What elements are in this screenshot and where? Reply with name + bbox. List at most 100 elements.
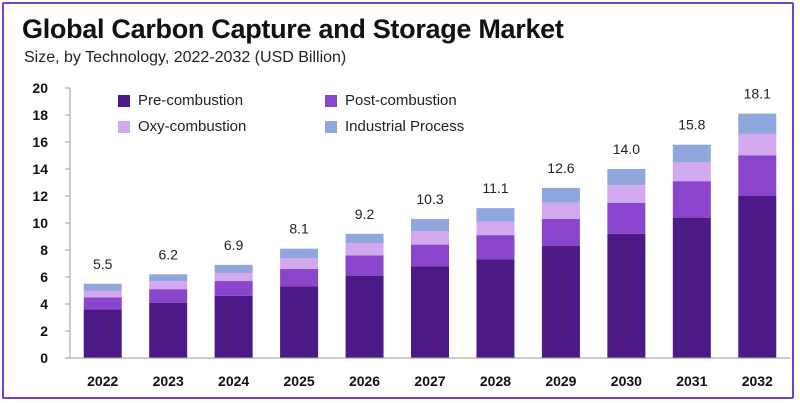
bar-stack-2026 <box>345 233 384 358</box>
chart-title: Global Carbon Capture and Storage Market <box>22 14 564 44</box>
legend-swatch <box>118 120 130 133</box>
bar-segment-oxy-combustion <box>738 133 777 156</box>
bar-segment-industrial-process <box>672 144 711 163</box>
legend-label: Post-combustion <box>345 92 457 109</box>
y-tick-label: 12 <box>32 188 48 204</box>
bar-segment-industrial-process <box>541 187 580 203</box>
bar-segment-industrial-process <box>738 113 777 134</box>
total-label: 6.2 <box>158 246 178 262</box>
y-tick-label: 18 <box>32 107 48 123</box>
total-labels: 5.5 6.2 6.9 8.1 9.2 10.3 11.1 12.6 14.0 15.8 18.1 <box>93 86 771 272</box>
x-tick-label: 2028 <box>480 373 511 389</box>
bar-stack-2022 <box>83 283 122 358</box>
bar-stack-2029 <box>541 187 580 358</box>
chart-frame <box>2 2 794 399</box>
bar-segment-oxy-combustion <box>345 243 384 256</box>
legend-swatch <box>325 94 337 107</box>
y-tick-label: 8 <box>40 242 48 258</box>
total-label: 11.1 <box>482 180 508 196</box>
x-tick-label: 2027 <box>414 373 445 389</box>
bar-segment-pre-combustion <box>280 286 319 358</box>
x-tick-label: 2031 <box>676 373 707 389</box>
bar-segment-industrial-process <box>214 264 253 273</box>
x-tick-label: 2023 <box>153 373 184 389</box>
x-tick-label: 2022 <box>87 373 118 389</box>
bar-segment-oxy-combustion <box>280 258 319 269</box>
y-tick-label: 10 <box>32 215 48 231</box>
bar-segment-oxy-combustion <box>607 185 646 203</box>
legend-item-oxy-combustion: Oxy-combustion <box>118 118 246 135</box>
bar-segment-industrial-process <box>345 233 384 244</box>
bar-segment-post-combustion <box>738 155 777 196</box>
bar-segment-oxy-combustion <box>83 290 122 298</box>
bar-segment-pre-combustion <box>541 245 580 358</box>
bar-segment-pre-combustion <box>83 309 122 358</box>
bar-stack-2024 <box>214 264 253 358</box>
bar-segment-post-combustion <box>280 268 319 287</box>
total-label: 9.2 <box>355 206 375 222</box>
bar-segment-pre-combustion <box>738 196 777 358</box>
bar-segment-pre-combustion <box>214 295 253 358</box>
total-label: 15.8 <box>678 117 705 133</box>
y-tick-label: 16 <box>32 134 48 150</box>
legend-label: Industrial Process <box>345 118 465 135</box>
y-axis: 0 2 4 6 8 10 12 14 16 18 20 <box>32 80 71 366</box>
bar-segment-oxy-combustion <box>411 231 449 245</box>
bar-stack-2032 <box>738 113 777 358</box>
bar-segment-oxy-combustion <box>214 272 253 282</box>
bar-segment-oxy-combustion <box>476 221 515 236</box>
bar-segment-pre-combustion <box>476 259 515 358</box>
bar-segment-post-combustion <box>541 218 580 246</box>
bar-segment-post-combustion <box>83 297 122 310</box>
y-tick-label: 14 <box>32 161 48 177</box>
bar-segment-pre-combustion <box>672 217 711 358</box>
bar-segment-pre-combustion <box>345 275 384 358</box>
bar-stack-2027 <box>411 218 449 358</box>
bar-segment-industrial-process <box>280 248 319 259</box>
chart-subtitle: Size, by Technology, 2022-2032 (USD Bill… <box>24 49 347 66</box>
legend-item-industrial-process: Industrial Process <box>325 118 464 135</box>
bar-segment-pre-combustion <box>607 233 646 358</box>
total-label: 14.0 <box>613 141 640 157</box>
bar-segment-post-combustion <box>149 289 188 303</box>
total-label: 5.5 <box>93 256 113 272</box>
total-label: 10.3 <box>416 191 443 207</box>
total-label: 12.6 <box>547 160 574 176</box>
bar-segment-post-combustion <box>607 202 646 234</box>
bar-segment-post-combustion <box>411 244 449 267</box>
bar-stack-2031 <box>672 144 711 358</box>
legend-swatch <box>118 94 130 107</box>
legend: Pre-combustion Post-combustion Oxy-combu… <box>118 92 538 140</box>
bar-segment-pre-combustion <box>411 266 449 358</box>
y-tick-label: 2 <box>40 323 48 339</box>
bar-segment-oxy-combustion <box>541 202 580 219</box>
bar-segment-industrial-process <box>149 274 188 282</box>
x-axis: 2022 2023 2024 2025 2026 2027 2028 2029 2030 2031… <box>70 357 790 389</box>
total-label: 18.1 <box>744 86 771 102</box>
legend-item-post-combustion: Post-combustion <box>325 92 457 109</box>
y-tick-label: 0 <box>40 350 48 366</box>
bar-segment-industrial-process <box>607 169 646 186</box>
legend-label: Pre-combustion <box>138 92 244 109</box>
x-tick-label: 2030 <box>611 373 642 389</box>
y-tick-label: 4 <box>40 296 48 312</box>
x-tick-label: 2032 <box>742 373 773 389</box>
bar-stack-2023 <box>149 274 188 358</box>
bar-segment-post-combustion <box>345 255 384 276</box>
bar-segment-industrial-process <box>411 218 449 232</box>
x-tick-label: 2026 <box>349 373 380 389</box>
bar-segment-oxy-combustion <box>149 281 188 290</box>
bar-segment-industrial-process <box>476 208 515 222</box>
bar-segment-pre-combustion <box>149 302 188 358</box>
bar-segment-post-combustion <box>672 181 711 218</box>
bar-stack-2025 <box>280 248 319 358</box>
total-label: 6.9 <box>224 237 244 253</box>
bar-segment-post-combustion <box>214 281 253 296</box>
legend-swatch <box>325 120 337 133</box>
x-tick-label: 2029 <box>545 373 576 389</box>
legend-item-pre-combustion: Pre-combustion <box>118 92 243 109</box>
bar-stacks <box>83 113 777 358</box>
total-label: 8.1 <box>289 221 309 237</box>
bar-segment-oxy-combustion <box>672 162 711 182</box>
